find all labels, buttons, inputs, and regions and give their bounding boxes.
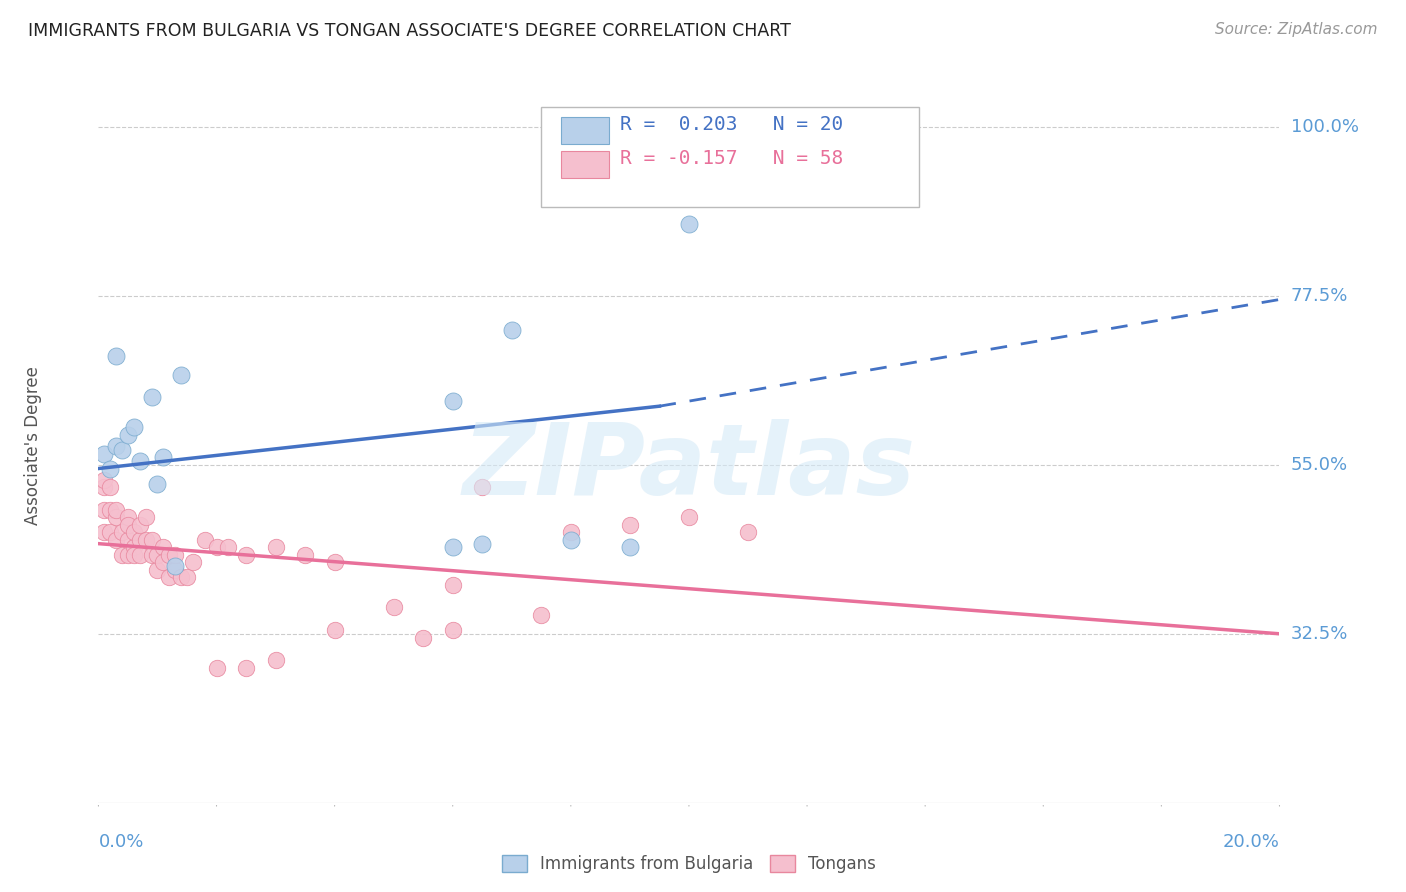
Bar (561, 117, 609, 145)
Point (93, 525, 115, 540)
Point (146, 548, 169, 562)
Point (98, 503, 121, 517)
Point (122, 420, 145, 434)
Point (194, 533, 217, 547)
Point (619, 517, 641, 532)
Point (294, 548, 316, 562)
Point (111, 548, 134, 562)
Point (157, 548, 180, 562)
Point (441, 623, 464, 637)
Point (619, 541, 641, 555)
Point (165, 548, 187, 562)
Point (205, 660, 228, 674)
Point (105, 349, 128, 363)
Point (205, 541, 228, 555)
Point (141, 533, 163, 547)
Point (501, 322, 523, 336)
Point (128, 517, 150, 532)
Point (117, 510, 139, 524)
Text: R = -0.157   N = 58: R = -0.157 N = 58 (620, 149, 844, 168)
Point (105, 439, 128, 453)
Point (105, 510, 128, 524)
Point (157, 570, 180, 584)
Point (146, 476, 169, 491)
Point (152, 556, 174, 570)
Text: 0.0%: 0.0% (98, 833, 143, 851)
Point (441, 393, 464, 408)
Point (93, 473, 115, 487)
Bar (561, 152, 609, 178)
Point (152, 450, 174, 465)
Point (441, 578, 464, 592)
Point (323, 623, 346, 637)
Point (135, 533, 157, 547)
Point (412, 631, 434, 645)
Point (128, 548, 150, 562)
Point (98, 480, 121, 494)
Text: IMMIGRANTS FROM BULGARIA VS TONGAN ASSOCIATE'S DEGREE CORRELATION CHART: IMMIGRANTS FROM BULGARIA VS TONGAN ASSOC… (28, 22, 792, 40)
Point (93, 446, 115, 460)
Point (111, 442, 134, 457)
Text: 20.0%: 20.0% (1223, 833, 1279, 851)
Point (105, 503, 128, 517)
Point (117, 427, 139, 442)
Point (117, 533, 139, 547)
Point (170, 570, 193, 584)
Point (93, 480, 115, 494)
Point (165, 559, 187, 574)
Point (170, 368, 193, 382)
Point (141, 548, 163, 562)
Point (264, 653, 287, 667)
Point (122, 548, 145, 562)
Text: Source: ZipAtlas.com: Source: ZipAtlas.com (1215, 22, 1378, 37)
Point (181, 556, 204, 570)
Point (217, 541, 239, 555)
Point (98, 461, 121, 475)
Point (152, 541, 174, 555)
Point (105, 533, 128, 547)
Point (737, 525, 759, 540)
Text: ZIPatlas: ZIPatlas (463, 419, 915, 516)
FancyBboxPatch shape (541, 107, 920, 207)
Point (560, 533, 582, 547)
Legend: Immigrants from Bulgaria, Tongans: Immigrants from Bulgaria, Tongans (495, 848, 883, 880)
Point (117, 548, 139, 562)
Text: R =  0.203   N = 20: R = 0.203 N = 20 (620, 115, 844, 135)
Point (441, 541, 464, 555)
Point (111, 525, 134, 540)
Text: 32.5%: 32.5% (1291, 624, 1348, 643)
Point (678, 510, 700, 524)
Point (98, 525, 121, 540)
Point (264, 541, 287, 555)
Point (165, 563, 187, 577)
Point (471, 536, 494, 550)
Text: 55.0%: 55.0% (1291, 456, 1348, 474)
Point (235, 548, 257, 562)
Point (382, 600, 405, 615)
Point (141, 390, 163, 404)
Text: 100.0%: 100.0% (1291, 118, 1358, 136)
Point (122, 525, 145, 540)
Point (678, 218, 700, 232)
Point (117, 517, 139, 532)
Point (323, 556, 346, 570)
Point (128, 533, 150, 547)
Text: Associate's Degree: Associate's Degree (24, 367, 42, 525)
Point (471, 480, 494, 494)
Point (128, 454, 150, 468)
Point (122, 541, 145, 555)
Point (93, 503, 115, 517)
Point (530, 607, 553, 622)
Point (176, 570, 198, 584)
Point (560, 525, 582, 540)
Point (235, 660, 257, 674)
Point (146, 563, 169, 577)
Point (135, 510, 157, 524)
Text: 77.5%: 77.5% (1291, 286, 1348, 305)
